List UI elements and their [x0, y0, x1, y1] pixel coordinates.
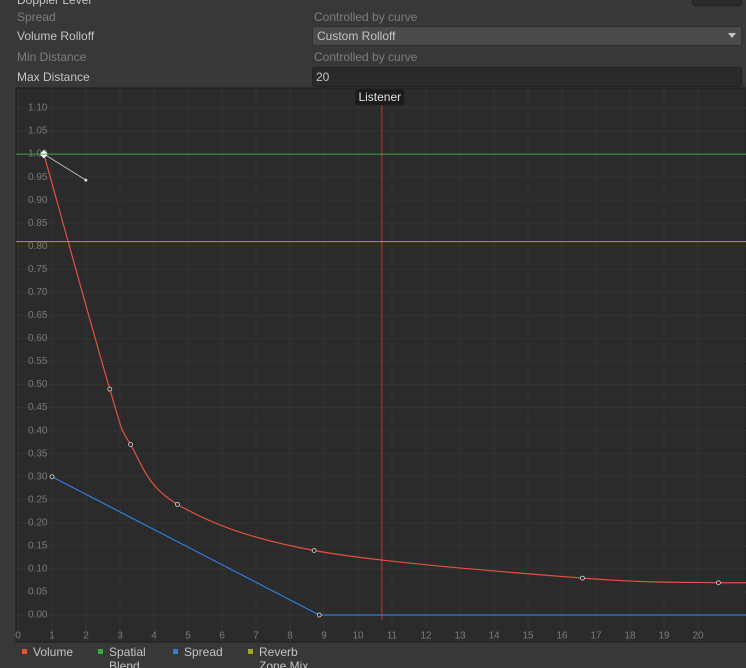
dropdown[interactable]: [312, 26, 742, 46]
curve: [51, 476, 746, 616]
listener-label-bg: [355, 89, 405, 106]
row-label: Max Distance: [17, 70, 90, 84]
row-label: Min Distance: [17, 50, 87, 64]
y-tick-label: 0.90: [28, 195, 48, 206]
legend-swatch[interactable]: [248, 649, 253, 654]
y-tick-label: 0.00: [28, 610, 48, 621]
y-tick-label: 0.70: [28, 287, 48, 298]
key: [175, 501, 180, 507]
legend-label[interactable]: Reverb Zone Mix: [259, 645, 309, 668]
legend-label[interactable]: Spatial Blend: [109, 645, 146, 668]
row-label: Volume Rolloff: [17, 29, 95, 43]
row-value: Controlled by curve: [314, 50, 418, 64]
y-tick-label: 0.20: [28, 517, 48, 528]
legend-label[interactable]: Spread: [184, 645, 223, 659]
row-label: Doppler Level: [17, 0, 92, 7]
handle-dot: [84, 178, 88, 182]
y-tick-label: 0.65: [28, 310, 48, 321]
y-tick-label: 1.10: [28, 103, 48, 114]
x-tick-label: 13: [454, 631, 466, 642]
x-tick-label: 15: [522, 631, 534, 642]
row-value: 20: [316, 70, 330, 84]
y-tick-label: 0.75: [28, 264, 48, 275]
graph-panel: [15, 87, 746, 643]
y-tick-label: 0.40: [28, 425, 48, 436]
x-tick-label: 8: [287, 631, 293, 642]
x-tick-label: 18: [624, 631, 636, 642]
y-tick-label: 0.80: [28, 241, 48, 252]
x-tick-label: 12: [420, 631, 432, 642]
y-tick-label: 0.15: [28, 541, 48, 552]
x-tick-label: 9: [321, 631, 327, 642]
x-tick-label: 1: [49, 631, 55, 642]
x-tick-label: 3: [117, 631, 123, 642]
y-tick-label: 0.85: [28, 218, 48, 229]
y-tick-label: 0.25: [28, 494, 48, 505]
y-tick-label: 0.30: [28, 471, 48, 482]
legend-label[interactable]: Volume: [33, 645, 74, 659]
x-tick-label: 4: [151, 631, 157, 642]
tangent-handle: [43, 153, 87, 181]
x-tick-label: 6: [219, 631, 225, 642]
key: [716, 580, 721, 586]
key: [316, 612, 322, 618]
legend-swatch[interactable]: [173, 649, 178, 654]
y-tick-label: 0.05: [28, 587, 48, 598]
y-tick-label: 0.45: [28, 402, 48, 413]
key: [49, 474, 55, 480]
row-label: Spread: [17, 10, 56, 24]
y-tick-label: 0.35: [28, 448, 48, 459]
row-value: Controlled by curve: [314, 10, 418, 24]
y-tick-label: 0.10: [28, 564, 48, 575]
x-tick-label: 14: [488, 631, 500, 642]
y-tick-label: 0.55: [28, 356, 48, 367]
x-tick-label: 0: [15, 631, 21, 642]
key: [107, 386, 113, 392]
x-tick-label: 7: [253, 631, 259, 642]
key: [580, 575, 585, 581]
x-tick-label: 10: [352, 631, 364, 642]
text-field[interactable]: [312, 67, 742, 87]
x-tick-label: 2: [83, 631, 89, 642]
x-tick-label: 11: [387, 631, 398, 642]
listener-label: Listener: [358, 90, 401, 104]
x-tick-label: 5: [185, 631, 191, 642]
y-tick-label: 1.05: [28, 126, 48, 137]
x-tick-label: 20: [692, 631, 704, 642]
y-tick-label: 0.60: [28, 333, 48, 344]
x-tick-label: 17: [590, 631, 602, 642]
x-tick-label: 19: [658, 631, 670, 642]
legend-swatch[interactable]: [98, 649, 103, 654]
row-value: Custom Rolloff: [317, 29, 396, 43]
key: [311, 548, 317, 553]
y-tick-label: 0.95: [28, 172, 48, 183]
x-tick-label: 16: [556, 631, 568, 642]
legend-swatch[interactable]: [22, 649, 27, 654]
key: [128, 442, 133, 447]
field[interactable]: [692, 0, 742, 6]
y-tick-label: 0.50: [28, 379, 48, 390]
